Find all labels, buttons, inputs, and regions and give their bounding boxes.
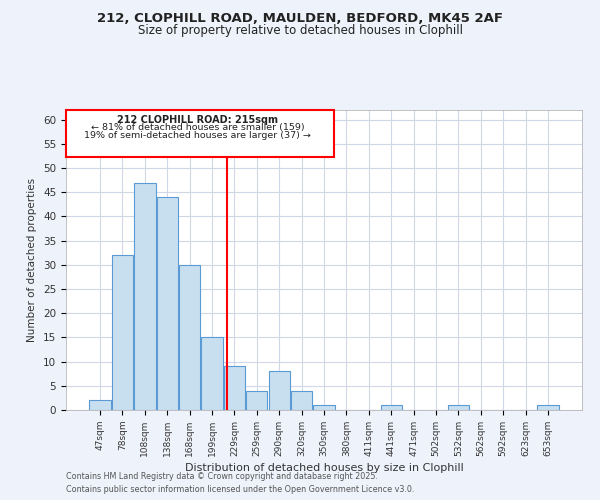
Bar <box>89 400 111 410</box>
Bar <box>202 338 223 410</box>
Bar <box>313 405 335 410</box>
Bar <box>537 405 559 410</box>
Text: Contains public sector information licensed under the Open Government Licence v3: Contains public sector information licen… <box>66 485 415 494</box>
Y-axis label: Number of detached properties: Number of detached properties <box>28 178 37 342</box>
Text: ← 81% of detached houses are smaller (159): ← 81% of detached houses are smaller (15… <box>91 123 304 132</box>
Bar <box>291 390 312 410</box>
Text: Size of property relative to detached houses in Clophill: Size of property relative to detached ho… <box>137 24 463 37</box>
Bar <box>380 405 402 410</box>
FancyBboxPatch shape <box>66 110 334 156</box>
Bar <box>179 265 200 410</box>
Text: 19% of semi-detached houses are larger (37) →: 19% of semi-detached houses are larger (… <box>84 131 311 140</box>
Bar <box>134 182 155 410</box>
Bar <box>246 390 268 410</box>
Bar <box>269 372 290 410</box>
Bar <box>112 255 133 410</box>
Text: 212, CLOPHILL ROAD, MAULDEN, BEDFORD, MK45 2AF: 212, CLOPHILL ROAD, MAULDEN, BEDFORD, MK… <box>97 12 503 26</box>
X-axis label: Distribution of detached houses by size in Clophill: Distribution of detached houses by size … <box>185 463 463 473</box>
Bar <box>157 197 178 410</box>
Bar <box>448 405 469 410</box>
Text: 212 CLOPHILL ROAD: 215sqm: 212 CLOPHILL ROAD: 215sqm <box>117 115 278 125</box>
Bar <box>224 366 245 410</box>
Text: Contains HM Land Registry data © Crown copyright and database right 2025.: Contains HM Land Registry data © Crown c… <box>66 472 378 481</box>
